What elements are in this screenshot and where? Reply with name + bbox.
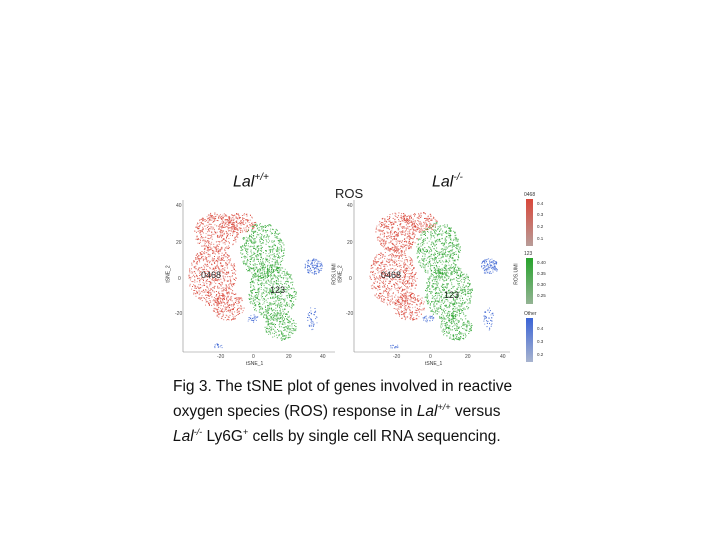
right-ylabel: tSNE_2: [337, 265, 344, 283]
left-xlabel: tSNE_1: [246, 361, 264, 367]
left-cluster-label-123: 123: [270, 285, 286, 295]
legend-tick: 0.3: [537, 339, 544, 344]
left-ytick-40: 40: [176, 203, 182, 209]
left-xtick-40: 40: [320, 354, 326, 360]
legend-tick: 0.1: [537, 236, 544, 241]
right-xtick-40: 40: [500, 354, 506, 360]
right-scatter: [369, 212, 498, 349]
left-plot-right-axis-label: ROS.UMI: [331, 263, 338, 285]
right-cluster-label-0468: 0468: [381, 270, 402, 280]
right-xtick-20: 20: [465, 354, 471, 360]
caption-line-3: Lal-/- Ly6G+ cells by single cell RNA se…: [173, 427, 501, 446]
legend-tick: 0.40: [537, 260, 546, 265]
legend-tick: 0.35: [537, 271, 546, 276]
caption-line-1: Fig 3. The tSNE plot of genes involved i…: [173, 378, 513, 395]
left-xtick-0: 0: [252, 354, 255, 360]
left-ytick-neg20: -20: [175, 311, 183, 317]
right-xlabel: tSNE_1: [425, 361, 443, 367]
left-scatter: [188, 212, 323, 349]
right-xtick-0: 0: [429, 354, 432, 360]
left-panel-title: Lal+/+: [233, 172, 269, 191]
legend-tick: 0.25: [537, 293, 546, 298]
left-ytick-0: 0: [178, 276, 181, 282]
right-ytick-neg20: -20: [346, 311, 354, 317]
left-cluster-label-0468: 0468: [201, 270, 222, 280]
legend-tick: 0.4: [537, 326, 544, 331]
left-ylabel: tSNE_2: [165, 265, 172, 283]
legend-title-123: 123: [524, 251, 533, 257]
legend-tick: 0.4: [537, 201, 544, 206]
figure-caption: Fig 3. The tSNE plot of genes involved i…: [173, 376, 573, 447]
right-ytick-20: 20: [347, 240, 353, 246]
right-ytick-0: 0: [349, 276, 352, 282]
legend-title-0468: 0468: [524, 192, 536, 198]
left-ytick-20: 20: [176, 240, 182, 246]
caption-line-2: oxygen species (ROS) response in Lal+/+ …: [173, 402, 501, 421]
left-xtick-neg20: -20: [217, 354, 225, 360]
right-panel-title: Lal-/-: [432, 172, 463, 191]
right-ytick-40: 40: [347, 203, 353, 209]
right-plot-right-axis-label: ROS.UMI: [513, 263, 520, 285]
ros-title: ROS: [335, 186, 364, 201]
legend-bar-0468: [526, 199, 533, 246]
legend-title-other: Other: [524, 311, 537, 317]
right-cluster-label-123: 123: [444, 290, 460, 300]
legend-tick: 0.3: [537, 212, 544, 217]
right-xtick-neg20: -20: [393, 354, 401, 360]
legend-tick: 0.2: [537, 224, 544, 229]
legend-bar-other: [526, 318, 533, 362]
legend-bar-123: [526, 258, 533, 304]
legend-tick: 0.30: [537, 282, 546, 287]
left-xtick-20: 20: [286, 354, 292, 360]
legend-tick: 0.2: [537, 352, 544, 357]
